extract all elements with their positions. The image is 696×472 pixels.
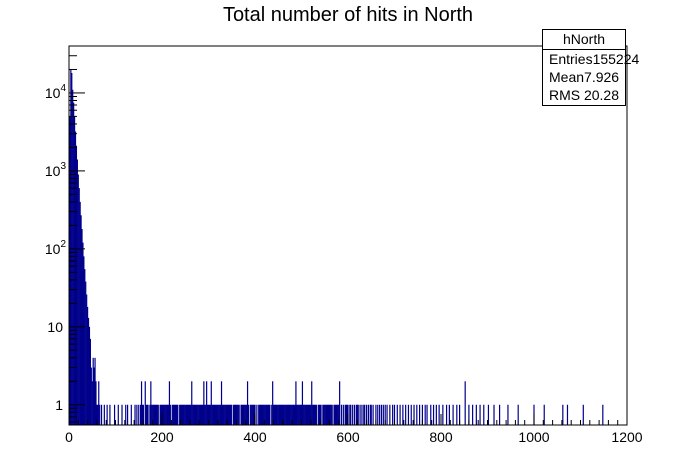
x-axis-ticks: 0 200 400 600 800 1000 1200	[65, 414, 643, 445]
x-tick-label: 800	[429, 429, 453, 445]
y-tick-label: 10	[47, 319, 63, 335]
y-axis-ticks: 1 10 102 103 104	[45, 45, 85, 423]
stats-entries-row: Entries 155224	[543, 50, 639, 68]
stats-entries-value: 155224	[592, 51, 640, 67]
x-tick-label: 200	[150, 429, 174, 445]
chart-title: Total number of hits in North	[222, 4, 474, 26]
x-tick-label: 1200	[611, 429, 642, 445]
y-tick-label: 1	[55, 397, 63, 413]
x-tick-label: 400	[243, 429, 267, 445]
stats-rms-label: RMS	[549, 87, 581, 103]
stats-mean-label: Mean	[549, 69, 585, 85]
stats-box: hNorth Entries 155224 Mean 7.926 RMS 20.…	[542, 29, 639, 106]
stats-entries-label: Entries	[549, 51, 593, 67]
stats-histogram-name: hNorth	[543, 30, 625, 50]
histogram-bars	[69, 69, 604, 425]
stats-mean-row: Mean 7.926	[543, 68, 625, 86]
y-tick-label: 102	[45, 239, 67, 257]
stats-mean-value: 7.926	[584, 69, 620, 85]
x-tick-label: 0	[65, 429, 73, 445]
y-tick-label: 103	[45, 161, 67, 179]
y-tick-label: 104	[45, 83, 67, 101]
stats-rms-row: RMS 20.28	[543, 86, 625, 104]
x-tick-label: 1000	[518, 429, 549, 445]
stats-rms-value: 20.28	[583, 87, 619, 103]
x-tick-label: 600	[336, 429, 360, 445]
